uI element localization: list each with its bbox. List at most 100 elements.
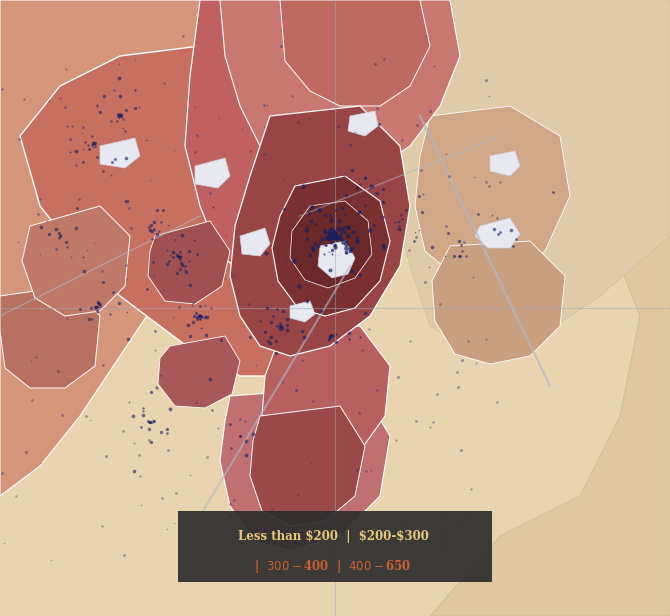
Point (35, 193, 46, 203)
Point (341, 331, 352, 341)
Point (355, 270, 366, 280)
Point (454, 520, 464, 530)
Point (306, 458, 316, 468)
Point (275, 321, 286, 331)
Point (454, 251, 464, 261)
Point (327, 245, 338, 255)
Point (329, 234, 340, 244)
Point (328, 331, 338, 341)
Point (325, 233, 336, 243)
Point (145, 221, 156, 230)
Point (168, 252, 179, 262)
Point (455, 445, 466, 455)
Point (378, 197, 389, 207)
Point (328, 230, 339, 240)
Point (324, 246, 334, 256)
Point (129, 55, 140, 65)
Point (320, 189, 330, 199)
Point (42, 216, 53, 226)
Point (86, 303, 96, 313)
Point (341, 248, 352, 258)
Point (241, 450, 252, 460)
Point (332, 223, 342, 233)
Point (326, 233, 336, 243)
Point (148, 417, 159, 427)
Polygon shape (22, 206, 130, 316)
Point (471, 358, 482, 368)
Point (178, 31, 188, 41)
Point (195, 315, 206, 325)
Point (435, 299, 446, 309)
Point (115, 91, 125, 101)
Point (330, 233, 341, 243)
Point (122, 334, 133, 344)
Polygon shape (272, 176, 390, 316)
Point (144, 424, 155, 434)
Point (149, 416, 159, 426)
Point (112, 116, 123, 126)
Point (61, 64, 72, 74)
Point (129, 466, 139, 476)
Point (324, 265, 335, 275)
Point (314, 237, 325, 246)
Point (330, 242, 340, 252)
Polygon shape (250, 406, 365, 526)
Point (470, 514, 481, 524)
Point (195, 323, 206, 333)
Point (67, 121, 78, 131)
Point (316, 306, 327, 316)
Point (325, 331, 336, 341)
Point (364, 225, 375, 235)
Point (105, 309, 115, 318)
Point (403, 246, 414, 256)
Point (184, 246, 194, 256)
Point (90, 302, 100, 312)
Point (195, 314, 206, 324)
Point (313, 241, 324, 251)
Polygon shape (430, 0, 670, 616)
Point (192, 130, 202, 140)
Point (325, 331, 336, 341)
Point (464, 513, 474, 523)
Point (109, 84, 119, 94)
Point (505, 225, 516, 235)
Point (417, 188, 428, 198)
Point (143, 222, 154, 232)
Point (281, 256, 291, 266)
Point (344, 140, 355, 150)
Point (119, 549, 130, 559)
Point (188, 317, 198, 327)
Point (409, 227, 420, 237)
Point (165, 249, 176, 259)
Point (377, 244, 387, 254)
Point (328, 228, 339, 238)
Point (127, 411, 138, 421)
Polygon shape (195, 158, 230, 188)
Polygon shape (432, 241, 565, 364)
Point (299, 332, 310, 342)
Point (146, 234, 157, 244)
Point (207, 405, 218, 415)
Point (480, 334, 491, 344)
Point (78, 158, 89, 168)
Point (130, 86, 141, 95)
Point (89, 141, 100, 151)
Point (334, 233, 345, 243)
Point (224, 419, 235, 429)
Point (393, 224, 404, 234)
Point (195, 301, 206, 311)
Point (427, 243, 438, 253)
Point (177, 260, 188, 270)
Point (413, 225, 424, 235)
Point (328, 227, 339, 237)
Point (511, 234, 522, 244)
Point (267, 311, 278, 321)
Point (93, 299, 104, 309)
Point (360, 309, 371, 318)
Point (115, 110, 125, 120)
Point (333, 121, 344, 131)
Point (122, 307, 133, 317)
Point (328, 227, 338, 237)
Point (361, 466, 372, 476)
Point (334, 216, 344, 226)
